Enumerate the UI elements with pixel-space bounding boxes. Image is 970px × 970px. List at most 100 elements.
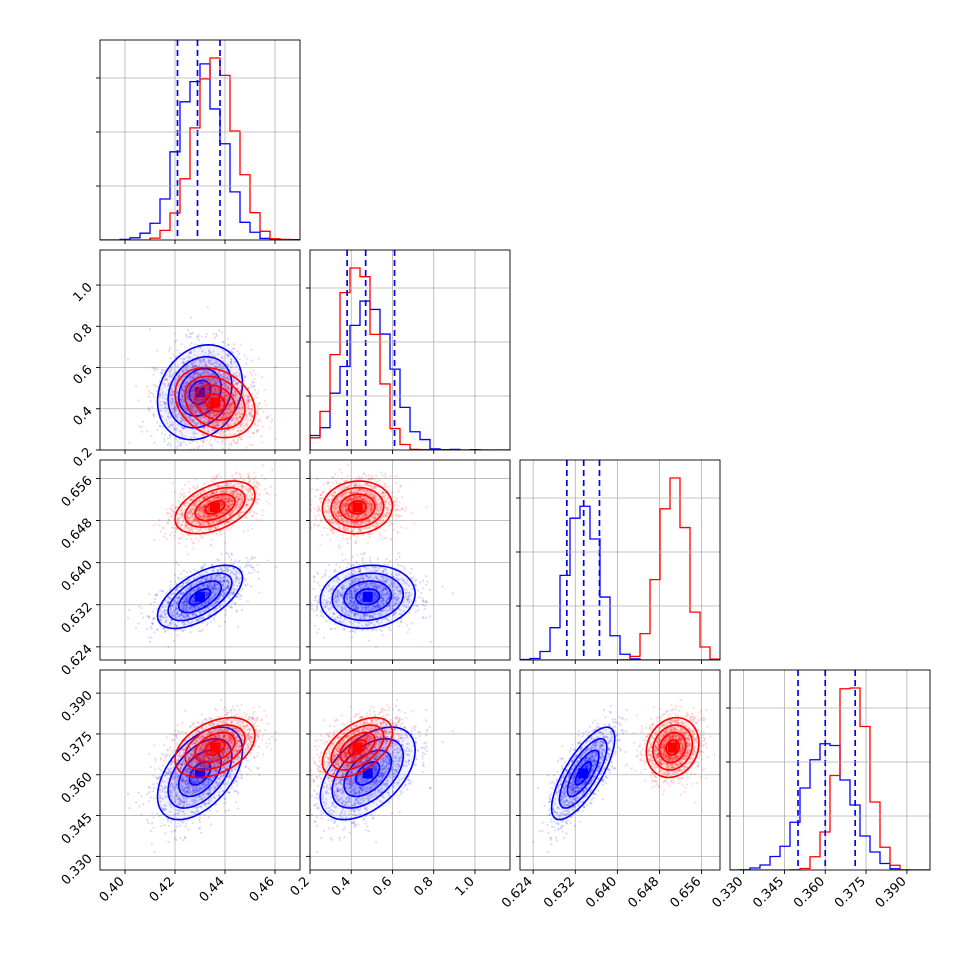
sample-point	[236, 398, 239, 402]
sample-point	[182, 389, 185, 392]
sample-point	[137, 399, 140, 402]
sample-point	[203, 363, 206, 367]
sample-point	[268, 493, 271, 496]
sample-point	[261, 509, 264, 512]
sample-point	[240, 594, 243, 597]
sample-point	[218, 411, 221, 414]
sample-point	[158, 409, 161, 412]
sample-point	[200, 406, 203, 410]
sample-point	[193, 371, 196, 375]
sample-point	[213, 336, 217, 339]
sample-point	[196, 446, 200, 450]
sample-point	[204, 416, 207, 419]
sample-point	[147, 406, 150, 409]
sample-point	[249, 558, 252, 561]
sample-point	[235, 609, 238, 612]
sample-point	[163, 406, 166, 410]
sample-point	[182, 370, 186, 373]
sample-point	[207, 361, 211, 365]
sample-point	[186, 393, 189, 396]
sample-point	[175, 397, 179, 400]
sample-point	[263, 388, 266, 391]
sample-point	[189, 351, 192, 354]
sample-point	[250, 571, 253, 574]
sample-point	[236, 356, 239, 359]
sample-point	[223, 561, 226, 565]
sample-point	[223, 381, 227, 385]
sample-point	[204, 371, 207, 375]
sample-point	[189, 344, 192, 347]
sample-point	[214, 366, 217, 369]
sample-point	[221, 375, 224, 378]
sample-point	[191, 419, 194, 422]
sample-point	[205, 408, 208, 411]
sample-point	[204, 361, 207, 364]
sample-point	[168, 587, 172, 590]
sample-point	[165, 368, 168, 371]
sample-point	[193, 388, 196, 392]
sample-point	[218, 373, 222, 376]
sample-point	[249, 371, 252, 374]
sample-point	[184, 368, 187, 371]
sample-point	[173, 428, 176, 431]
sample-point	[168, 375, 171, 378]
sample-point	[233, 389, 236, 392]
sample-point	[141, 616, 145, 619]
sample-point	[181, 395, 184, 398]
sample-point	[193, 353, 196, 356]
sample-point	[202, 405, 206, 409]
sample-point	[164, 402, 167, 405]
sample-point	[171, 353, 175, 356]
sample-point	[180, 401, 184, 404]
sample-point	[202, 377, 205, 380]
sample-point	[173, 420, 176, 423]
sample-point	[200, 398, 203, 401]
sample-point	[238, 373, 241, 376]
sample-point	[216, 353, 220, 356]
sample-point	[225, 394, 228, 397]
sample-point	[161, 372, 164, 375]
sample-point	[210, 563, 214, 566]
sample-point	[234, 412, 237, 416]
sample-point	[197, 374, 200, 377]
sample-point	[253, 480, 256, 483]
sample-point	[237, 352, 241, 355]
sample-point	[230, 360, 233, 363]
sample-point	[234, 365, 238, 368]
sample-point	[206, 380, 209, 383]
sample-point	[177, 375, 180, 378]
sample-point	[224, 613, 227, 616]
sample-point	[238, 358, 241, 361]
sample-point	[218, 329, 221, 332]
sample-point	[189, 383, 193, 386]
sample-point	[195, 364, 198, 368]
sample-point	[224, 542, 227, 545]
sample-point	[168, 371, 171, 374]
sample-point	[160, 372, 163, 375]
sample-point	[170, 452, 172, 454]
sample-point	[176, 349, 179, 352]
sample-point	[227, 412, 231, 415]
sample-point	[171, 462, 173, 464]
sample-point	[253, 384, 256, 387]
sample-point	[216, 362, 219, 365]
sample-point	[186, 409, 189, 412]
sample-point	[225, 363, 229, 366]
sample-point	[167, 382, 170, 386]
sample-point	[245, 563, 248, 566]
sample-point	[179, 628, 182, 631]
sample-point	[189, 403, 192, 406]
sample-point	[204, 364, 208, 367]
sample-point	[158, 393, 162, 397]
sample-point	[211, 373, 214, 376]
sample-point	[232, 379, 235, 383]
sample-point	[241, 403, 244, 406]
sample-point	[221, 366, 224, 370]
sample-point	[223, 620, 227, 623]
sample-point	[186, 356, 189, 359]
sample-point	[206, 409, 209, 412]
sample-point	[198, 381, 201, 384]
sample-point	[140, 425, 143, 429]
sample-point	[156, 628, 159, 631]
sample-point	[192, 376, 195, 380]
